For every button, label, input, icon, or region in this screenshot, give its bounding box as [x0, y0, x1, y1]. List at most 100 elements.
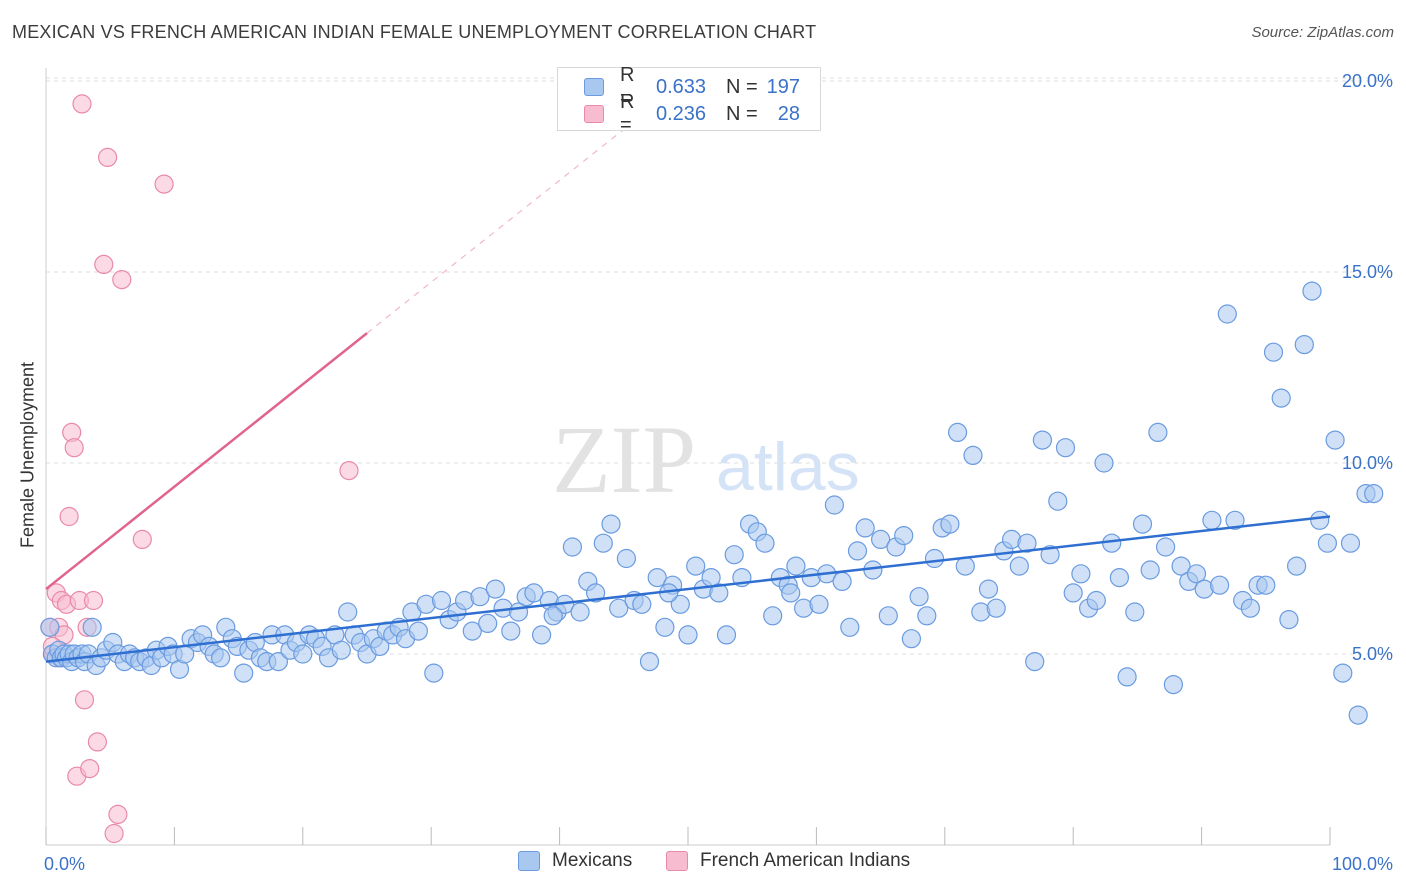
- point-mexicans: [1317, 533, 1338, 553]
- point-mexicans: [781, 583, 801, 603]
- point-mexicans: [670, 594, 690, 614]
- point-mexicans: [1155, 537, 1176, 557]
- point-mexicans: [1325, 430, 1345, 450]
- point-mexicans: [524, 583, 544, 603]
- legend-swatch-mexicans: [518, 851, 540, 871]
- y-tick-label: 20.0%: [1342, 71, 1393, 91]
- legend-n-value: 197: [766, 75, 800, 98]
- tick-labels: 5.0% 10.0% 15.0% 20.0% 0.0% 100.0%: [44, 71, 1393, 874]
- point-mexicans: [1117, 667, 1137, 687]
- point-french-american-indians: [87, 732, 108, 752]
- point-mexicans: [847, 541, 868, 561]
- point-french-american-indians: [108, 804, 128, 825]
- point-mexicans: [585, 583, 606, 603]
- point-french-american-indians: [59, 506, 79, 527]
- point-mexicans: [1348, 705, 1368, 725]
- point-mexicans: [609, 598, 629, 618]
- legend-item-french-american-indians: French American Indians: [666, 850, 910, 872]
- point-mexicans: [485, 579, 505, 599]
- point-mexicans: [431, 590, 452, 611]
- point-mexicans: [1171, 556, 1191, 576]
- point-mexicans: [809, 594, 829, 614]
- point-mexicans: [878, 606, 898, 626]
- point-mexicans: [1102, 533, 1122, 553]
- point-mexicans: [1225, 510, 1245, 530]
- point-mexicans: [1094, 453, 1114, 473]
- point-mexicans: [1017, 533, 1037, 553]
- point-mexicans: [1071, 564, 1091, 584]
- point-mexicans: [1302, 281, 1322, 301]
- point-mexicans: [1163, 674, 1184, 695]
- point-mexicans: [1217, 304, 1237, 324]
- point-mexicans: [824, 495, 845, 515]
- legend-r-label: R =: [620, 64, 635, 109]
- legend-r-label: R =: [620, 91, 635, 136]
- point-mexicans: [82, 617, 102, 637]
- point-mexicans: [709, 583, 729, 603]
- chart-title: MEXICAN VS FRENCH AMERICAN INDIAN FEMALE…: [12, 22, 817, 42]
- point-mexicans: [268, 651, 288, 672]
- point-mexicans: [716, 625, 737, 645]
- point-mexicans: [832, 571, 852, 592]
- legend-row-french-american-indians: R = 0.236 N = 28: [558, 91, 800, 136]
- legend-row-mexicans: R = 0.633 N = 197: [558, 64, 800, 109]
- point-mexicans: [234, 663, 254, 683]
- legend-label-french-american-indians: French American Indians: [700, 850, 911, 871]
- point-mexicans: [1263, 342, 1284, 362]
- point-mexicans: [655, 617, 675, 637]
- point-mexicans: [901, 629, 922, 649]
- point-mexicans: [647, 567, 667, 588]
- point-mexicans: [917, 606, 937, 626]
- point-mexicans: [1009, 556, 1029, 576]
- point-mexicans: [531, 625, 552, 645]
- point-mexicans: [1209, 575, 1230, 595]
- point-mexicans: [947, 422, 968, 442]
- point-mexicans: [855, 518, 875, 538]
- point-mexicans: [840, 617, 860, 637]
- legend-r-value: 0.236: [656, 102, 707, 125]
- point-mexicans: [1294, 335, 1314, 355]
- y-tick-label: 15.0%: [1342, 262, 1393, 282]
- point-mexicans: [462, 621, 482, 641]
- point-mexicans: [211, 648, 231, 668]
- point-french-american-indians: [74, 690, 95, 710]
- point-mexicans: [40, 617, 60, 637]
- point-french-american-indians: [83, 590, 104, 611]
- point-mexicans: [1364, 484, 1384, 504]
- point-mexicans: [1140, 560, 1160, 580]
- x-tick-label: 100.0%: [1332, 854, 1393, 874]
- point-mexicans: [293, 644, 313, 664]
- point-mexicans: [1240, 598, 1261, 618]
- point-mexicans: [755, 533, 775, 553]
- legend-r-value: 0.633: [656, 75, 707, 98]
- y-tick-label: 10.0%: [1342, 453, 1393, 473]
- point-mexicans: [1279, 609, 1299, 630]
- point-mexicans: [562, 537, 583, 557]
- point-mexicans: [639, 651, 660, 672]
- trend-line-french-american-indians: [45, 332, 368, 591]
- watermark-atlas: atlas: [716, 429, 860, 505]
- point-mexicans: [1333, 663, 1353, 683]
- point-french-american-indians: [94, 254, 114, 274]
- point-mexicans: [616, 548, 637, 569]
- point-french-american-indians: [97, 147, 118, 167]
- x-tick-label: 0.0%: [44, 854, 85, 874]
- legend-swatch-french-american-indians: [666, 851, 688, 871]
- point-mexicans: [331, 640, 351, 660]
- legend-bottom: Mexicans French American Indians: [0, 850, 1406, 878]
- source-label: Source: ZipAtlas.com: [1251, 24, 1394, 41]
- trend-extension-french-american-indians: [366, 118, 638, 334]
- legend-item-mexicans: Mexicans: [518, 850, 632, 872]
- point-mexicans: [870, 529, 891, 550]
- point-french-american-indians: [104, 823, 124, 844]
- y-tick-label: 5.0%: [1352, 644, 1393, 664]
- point-mexicans: [408, 621, 428, 641]
- point-mexicans: [724, 545, 744, 565]
- point-mexicans: [1048, 491, 1068, 511]
- point-mexicans: [593, 533, 613, 553]
- legend-n-label: N =: [726, 102, 758, 125]
- point-mexicans: [424, 663, 444, 683]
- point-french-american-indians: [64, 438, 84, 458]
- point-french-american-indians: [339, 461, 359, 481]
- legend-n-label: N =: [726, 75, 758, 98]
